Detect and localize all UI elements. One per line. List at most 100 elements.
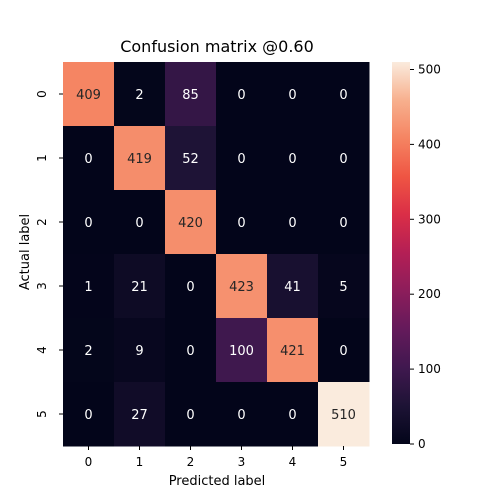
heatmap-cell-5-3 (216, 382, 268, 447)
cell-value-label: 0 (186, 408, 194, 423)
cell-value-label: 0 (288, 152, 296, 167)
cell-value-label: 27 (131, 408, 148, 423)
y-tick-label: 0 (35, 90, 49, 98)
cell-value-label: 409 (76, 88, 101, 103)
x-tick-label: 2 (187, 455, 195, 469)
colorbar-tick-label: 400 (418, 137, 441, 151)
heatmap-cell-4-4 (267, 318, 319, 383)
colorbar-ticks: 0 100 200 300 400 500 (410, 62, 441, 451)
heatmap-cell-0-0 (63, 62, 115, 127)
heatmap-cell-3-0 (63, 254, 115, 319)
x-tick-label: 5 (340, 455, 348, 469)
heatmap-cell-2-0 (63, 190, 115, 255)
y-tick-label: 1 (35, 154, 49, 162)
colorbar-tick-label: 300 (418, 212, 441, 226)
cell-value-label: 0 (339, 152, 347, 167)
x-axis-ticks: 0 1 2 3 4 5 (85, 446, 348, 469)
cell-value-label: 41 (284, 280, 301, 295)
heatmap-cell-5-2 (165, 382, 217, 447)
heatmap-cell-4-3 (216, 318, 268, 383)
x-tick-label: 4 (289, 455, 297, 469)
heatmap-cell-0-1 (114, 62, 166, 127)
x-tick-label: 0 (85, 455, 93, 469)
heatmap-cell-2-1 (114, 190, 166, 255)
cell-value-label: 0 (237, 88, 245, 103)
y-axis-label: Actual label (18, 214, 33, 290)
cell-value-label: 0 (288, 408, 296, 423)
cell-value-label: 2 (135, 88, 143, 103)
cell-value-label: 0 (84, 216, 92, 231)
cell-value-label: 0 (135, 216, 143, 231)
heatmap-cell-3-1 (114, 254, 166, 319)
heatmap-cell-3-2 (165, 254, 217, 319)
heatmap-cell-4-1 (114, 318, 166, 383)
y-tick-label: 3 (35, 282, 49, 290)
heatmap-cell-1-2 (165, 126, 217, 191)
y-tick-label: 4 (35, 346, 49, 354)
cell-value-label: 100 (229, 344, 254, 359)
heatmap-cell-5-0 (63, 382, 115, 447)
x-tick-label: 1 (136, 455, 144, 469)
heatmap-cell-3-4 (267, 254, 319, 319)
heatmap-cell-5-5 (318, 382, 370, 447)
cell-value-label: 0 (237, 408, 245, 423)
heatmap-cell-4-0 (63, 318, 115, 383)
heatmap-cell-5-4 (267, 382, 319, 447)
heatmap-cell-0-4 (267, 62, 319, 127)
colorbar-tick-label: 200 (418, 287, 441, 301)
cell-value-label: 0 (339, 88, 347, 103)
cell-value-label: 0 (84, 408, 92, 423)
heatmap-cell-2-2 (165, 190, 217, 255)
heatmap-cell-0-5 (318, 62, 370, 127)
cell-value-label: 0 (339, 344, 347, 359)
heatmap-cell-3-3 (216, 254, 268, 319)
colorbar-gradient (392, 62, 410, 444)
heatmap-cell-1-1 (114, 126, 166, 191)
cell-value-label: 0 (339, 216, 347, 231)
y-axis-ticks: 0 1 2 3 4 5 (35, 90, 63, 418)
y-tick-label: 5 (35, 410, 49, 418)
cell-value-label: 0 (237, 216, 245, 231)
heatmap-cell-2-5 (318, 190, 370, 255)
cell-value-label: 85 (182, 88, 199, 103)
cell-value-label: 1 (84, 280, 92, 295)
chart-title: Confusion matrix @0.60 (120, 37, 314, 56)
cell-value-label: 0 (186, 344, 194, 359)
cell-value-label: 421 (280, 344, 305, 359)
heatmap-cell-1-4 (267, 126, 319, 191)
cell-value-label: 419 (127, 152, 152, 167)
heatmap-cell-1-5 (318, 126, 370, 191)
heatmap-cell-0-2 (165, 62, 217, 127)
cell-value-label: 9 (135, 344, 143, 359)
heatmap-cell-1-0 (63, 126, 115, 191)
heatmap-cell-0-3 (216, 62, 268, 127)
cell-value-label: 0 (288, 88, 296, 103)
heatmap-cell-3-5 (318, 254, 370, 319)
cell-value-label: 21 (131, 280, 148, 295)
heatmap-cell-2-3 (216, 190, 268, 255)
heatmap-cell-5-1 (114, 382, 166, 447)
cell-value-label: 0 (186, 280, 194, 295)
x-axis-label: Predicted label (169, 474, 266, 489)
heatmap-cells: 409 2 85 0 0 00 419 52 0 0 00 0 420 0 0 01 21 0 423 41 52 9 0 1… (63, 62, 370, 447)
cell-value-label: 510 (331, 408, 356, 423)
y-tick-label: 2 (35, 218, 49, 226)
cell-value-label: 5 (339, 280, 347, 295)
colorbar (392, 62, 410, 444)
heatmap-cell-4-2 (165, 318, 217, 383)
cell-value-label: 423 (229, 280, 254, 295)
cell-value-label: 2 (84, 344, 92, 359)
colorbar-tick-label: 0 (418, 437, 426, 451)
colorbar-tick-label: 100 (418, 362, 441, 376)
cell-value-label: 0 (237, 152, 245, 167)
heatmap-cell-1-3 (216, 126, 268, 191)
cell-value-label: 0 (84, 152, 92, 167)
cell-value-label: 420 (178, 216, 203, 231)
cell-value-label: 0 (288, 216, 296, 231)
heatmap-cell-2-4 (267, 190, 319, 255)
heatmap-cell-4-5 (318, 318, 370, 383)
cell-value-label: 52 (182, 152, 199, 167)
x-tick-label: 3 (238, 455, 246, 469)
colorbar-tick-label: 500 (418, 62, 441, 76)
